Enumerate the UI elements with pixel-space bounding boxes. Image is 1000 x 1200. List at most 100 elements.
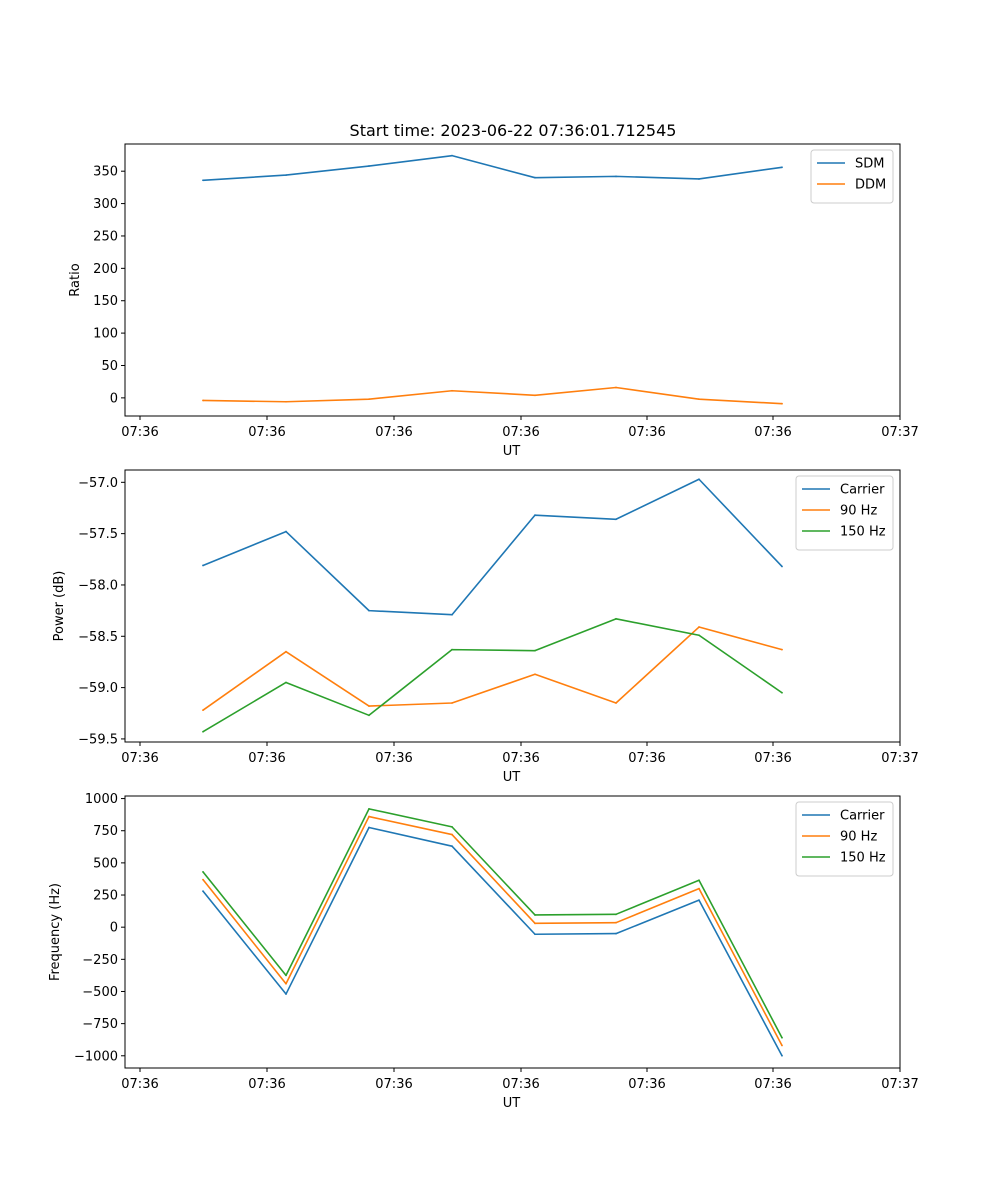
chart-panel-1: 07:36 07:36 07:36 07:36 07:36 07:36 07:37 0 50 10… <box>68 143 919 459</box>
x-tick-label: 07:36 <box>628 425 665 440</box>
y-tick-label: 100 <box>93 327 118 342</box>
data-point <box>615 702 617 704</box>
data-point <box>451 648 453 651</box>
data-point <box>285 650 287 653</box>
data-point <box>202 890 204 893</box>
data-point <box>781 691 783 694</box>
data-point <box>781 1044 783 1047</box>
data-point <box>368 705 370 707</box>
data-point <box>698 887 700 890</box>
x-tick-label: 07:36 <box>248 1077 285 1092</box>
y-tick-label: −750 <box>82 1017 118 1032</box>
y-tick-label: 250 <box>93 889 118 904</box>
data-point <box>698 178 700 180</box>
data-point <box>534 176 536 179</box>
y-axis-label: Ratio <box>68 263 83 296</box>
plot-area-frame <box>124 143 901 417</box>
data-point <box>698 634 700 637</box>
data-point <box>368 165 370 167</box>
data-point <box>615 617 617 620</box>
data-point <box>451 845 453 848</box>
data-point <box>615 175 617 178</box>
data-point <box>202 878 204 881</box>
data-point <box>368 826 370 829</box>
data-point <box>615 518 617 521</box>
y-axis-label: Frequency (Hz) <box>48 883 63 981</box>
plot-area-frame <box>124 795 901 1069</box>
x-axis-label: UT <box>503 1096 521 1111</box>
x-tick-label: 07:36 <box>502 751 539 766</box>
data-point <box>781 1054 783 1057</box>
legend-entry: 90 Hz <box>840 504 877 519</box>
series-line-carrier <box>202 478 783 616</box>
y-tick-label: 200 <box>93 262 118 277</box>
data-point <box>368 609 370 612</box>
data-point <box>285 681 287 684</box>
data-point <box>451 154 453 157</box>
y-tick-label: −500 <box>82 985 118 1000</box>
data-point <box>534 649 536 652</box>
x-tick-label: 07:36 <box>248 425 285 440</box>
data-point <box>534 673 536 676</box>
legend-entry: SDM <box>855 157 884 172</box>
data-point <box>368 398 370 401</box>
x-tick-label: 07:36 <box>121 1077 158 1092</box>
data-point <box>534 922 536 925</box>
x-tick-label: 07:36 <box>121 425 158 440</box>
data-point <box>202 730 204 733</box>
y-tick-label: 0 <box>110 391 118 406</box>
x-tick-label: 07:36 <box>754 751 791 766</box>
x-tick-label: 07:36 <box>375 425 412 440</box>
data-point <box>698 626 700 628</box>
y-tick-label: −57.0 <box>78 476 118 491</box>
data-point <box>615 386 617 389</box>
x-tick-label: 07:36 <box>754 1077 791 1092</box>
figure-title: Start time: 2023-06-22 07:36:01.712545 <box>350 121 677 140</box>
data-point <box>202 564 204 567</box>
x-tick-label: 07:36 <box>754 425 791 440</box>
y-tick-label: 500 <box>93 856 118 871</box>
y-tick-label: 150 <box>93 294 118 309</box>
data-point <box>534 394 536 397</box>
data-point <box>698 398 700 401</box>
series-line-sdm <box>202 154 783 182</box>
data-point <box>451 389 453 392</box>
y-tick-label: 750 <box>93 824 118 839</box>
x-tick-label: 07:36 <box>502 425 539 440</box>
data-point <box>202 179 204 182</box>
series-line-ddm <box>202 386 783 405</box>
data-point <box>285 530 287 533</box>
data-point <box>781 1036 783 1039</box>
data-point <box>781 565 783 568</box>
plot-area-frame <box>124 469 901 743</box>
data-point <box>285 974 287 977</box>
chart-panel-2: 07:36 07:36 07:36 07:36 07:36 07:36 07:37 −59.5… <box>52 469 919 785</box>
data-point <box>451 613 453 616</box>
data-point <box>615 921 617 924</box>
y-tick-label: −1000 <box>74 1049 118 1064</box>
x-tick-label: 07:36 <box>628 1077 665 1092</box>
data-point <box>615 932 617 935</box>
x-axis-label: UT <box>503 444 521 459</box>
data-point <box>202 870 204 873</box>
legend: Carrier 90 Hz 150 Hz <box>795 475 894 551</box>
series-line-90-hz <box>202 815 783 1046</box>
x-tick-label: 07:37 <box>881 1077 918 1092</box>
legend: Carrier 90 Hz 150 Hz <box>795 801 894 877</box>
data-point <box>202 709 204 712</box>
data-point <box>534 914 536 916</box>
data-point <box>781 166 783 169</box>
x-tick-label: 07:36 <box>248 751 285 766</box>
data-point <box>534 933 536 936</box>
y-tick-label: 350 <box>93 165 118 180</box>
legend-entry: DDM <box>855 178 886 193</box>
series-line-carrier <box>202 826 783 1057</box>
data-point <box>285 993 287 995</box>
legend: SDM DDM <box>810 149 894 204</box>
data-point <box>285 982 287 985</box>
y-tick-label: 50 <box>101 359 118 374</box>
y-tick-label: −58.0 <box>78 578 118 593</box>
data-point <box>451 825 453 828</box>
y-tick-label: −250 <box>82 953 118 968</box>
